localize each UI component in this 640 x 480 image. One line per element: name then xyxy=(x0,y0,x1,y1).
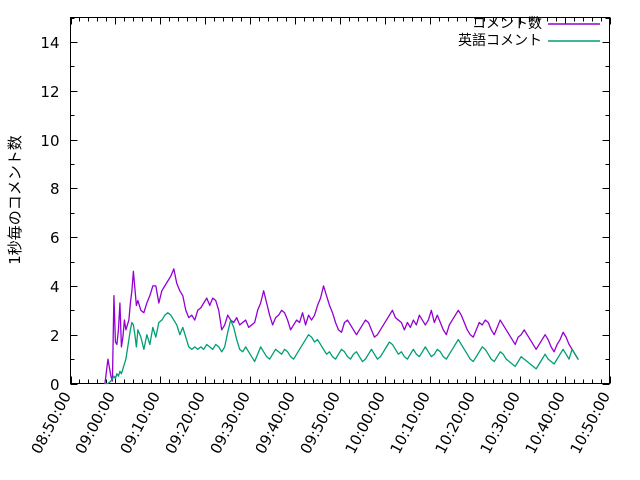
y-tick-label: 0 xyxy=(50,376,60,394)
y-tick-label: 2 xyxy=(50,327,60,345)
series-line-comment-count xyxy=(104,268,579,385)
y-tick-label: 6 xyxy=(50,229,60,247)
y-axis-tick-labels: 0 2 4 6 8 10 12 14 xyxy=(40,34,59,394)
data-series-group xyxy=(104,268,579,385)
y-tick-label: 4 xyxy=(50,278,60,296)
series-line-english-comment xyxy=(104,312,579,385)
y-tick-label: 10 xyxy=(40,132,59,150)
y-tick-label: 12 xyxy=(40,83,59,101)
legend-label: 英語コメント xyxy=(458,32,542,49)
y-tick-label: 14 xyxy=(40,34,59,52)
y-tick-label: 8 xyxy=(50,180,60,198)
legend-label: コメント数 xyxy=(472,16,542,32)
y-axis-label: 1秒毎のコメント数 xyxy=(6,135,24,265)
y-axis-ticks xyxy=(70,17,610,386)
